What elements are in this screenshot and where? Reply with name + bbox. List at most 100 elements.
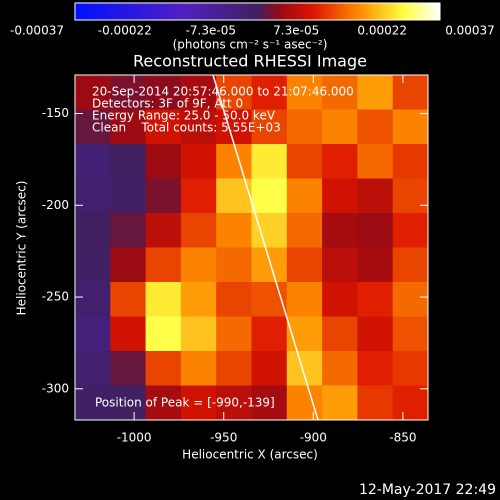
heat-cell — [251, 247, 288, 283]
heat-cell — [75, 247, 111, 283]
annotation: Clean Total counts: 5.55E+03 — [92, 121, 281, 135]
heat-cell — [357, 247, 394, 283]
y-tick-label: -150 — [42, 106, 69, 120]
heat-cell — [145, 385, 182, 421]
heat-cell — [145, 351, 182, 386]
annotation: Energy Range: 25.0 - 50.0 keV — [92, 109, 276, 123]
heat-cell — [110, 316, 147, 352]
heat-cell — [180, 109, 217, 145]
heat-cell — [322, 213, 358, 248]
peak-note: Position of Peak = [-990,-139] — [95, 396, 275, 410]
heat-cell — [180, 144, 217, 179]
heat-cell — [322, 109, 358, 145]
y-tick-label: -300 — [42, 381, 69, 395]
plot-area — [75, 74, 429, 421]
heat-cell — [145, 75, 182, 110]
x-axis-label: Heliocentric X (arcsec) — [182, 448, 318, 462]
heat-cell — [110, 178, 147, 214]
heat-cell — [110, 213, 147, 248]
colorbar-tick-label: -7.3e-05 — [186, 24, 236, 38]
heat-cell — [145, 109, 182, 145]
heat-cell — [322, 385, 358, 421]
colorbar — [74, 2, 441, 21]
heat-cell — [392, 213, 429, 248]
heat-cell — [216, 213, 252, 248]
heat-cell — [110, 109, 147, 145]
heat-cell — [322, 351, 358, 386]
heat-cell — [357, 75, 394, 110]
colorbar-tick-label: -0.00022 — [98, 24, 152, 38]
heat-cell — [286, 75, 323, 110]
heat-cell — [216, 144, 252, 179]
heat-cell — [322, 282, 358, 317]
solar-limb — [212, 74, 319, 421]
heat-cell — [75, 109, 111, 145]
y-tick-label: -250 — [42, 290, 69, 304]
heat-cell — [110, 144, 147, 179]
heat-cell — [216, 385, 252, 421]
heat-cell — [75, 282, 111, 317]
heat-cell — [75, 178, 111, 214]
heat-cell — [392, 351, 429, 386]
heat-cell — [322, 178, 358, 214]
heat-cell — [251, 109, 288, 145]
heat-cell — [357, 178, 394, 214]
heat-cell — [110, 247, 147, 283]
heat-cell — [110, 282, 147, 317]
colorbar-tick-label: 0.00022 — [357, 24, 407, 38]
heat-cell — [180, 75, 217, 110]
heat-cell — [286, 316, 323, 352]
heat-cell — [286, 351, 323, 386]
heat-cell — [75, 144, 111, 179]
timestamp: 12-May-2017 22:49 — [359, 482, 496, 498]
heat-cell — [145, 316, 182, 352]
y-axis-label: Heliocentric Y (arcsec) — [15, 181, 29, 316]
heat-cell — [110, 385, 147, 421]
chart-title: Reconstructed RHESSI Image — [133, 52, 367, 71]
heat-cell — [286, 282, 323, 317]
colorbar-label: (photons cm⁻² s⁻¹ asec⁻²) — [173, 38, 328, 52]
annotation: 20-Sep-2014 20:57:46.000 to 21:07:46.000 — [92, 85, 354, 99]
colorbar-tick-label: 7.3e-05 — [273, 24, 319, 38]
heat-cell — [216, 247, 252, 283]
heat-cell — [75, 316, 111, 352]
colorbar-tick-label: -0.00037 — [10, 24, 64, 38]
heat-cell — [251, 144, 288, 179]
heat-cell — [180, 213, 217, 248]
heat-cell — [286, 247, 323, 283]
heat-cell — [216, 109, 252, 145]
x-tick-label: -850 — [389, 431, 416, 445]
heat-cell — [286, 213, 323, 248]
heat-cell — [145, 213, 182, 248]
heat-cell — [145, 178, 182, 214]
heat-cell — [75, 385, 111, 421]
heat-cell — [357, 213, 394, 248]
heat-cell — [216, 316, 252, 352]
heat-cell — [392, 109, 429, 145]
heat-cell — [251, 385, 288, 421]
heat-cell — [392, 316, 429, 352]
heat-cell — [392, 75, 429, 110]
heat-cell — [180, 178, 217, 214]
heat-cell — [322, 316, 358, 352]
heat-cell — [75, 351, 111, 386]
plot-frame — [74, 74, 429, 421]
heat-cell — [392, 385, 429, 421]
heat-cell — [392, 144, 429, 179]
heat-cell — [251, 178, 288, 214]
heat-cell — [392, 178, 429, 214]
heat-cell — [180, 247, 217, 283]
heat-cell — [357, 109, 394, 145]
x-tick-label: -900 — [300, 431, 327, 445]
heat-cell — [286, 109, 323, 145]
heat-cell — [357, 316, 394, 352]
heat-cell — [392, 282, 429, 317]
heat-cell — [180, 316, 217, 352]
heat-cell — [251, 75, 288, 110]
heat-cell — [216, 282, 252, 317]
heat-cell — [322, 144, 358, 179]
heat-cell — [357, 144, 394, 179]
y-tick-label: -200 — [42, 198, 69, 212]
